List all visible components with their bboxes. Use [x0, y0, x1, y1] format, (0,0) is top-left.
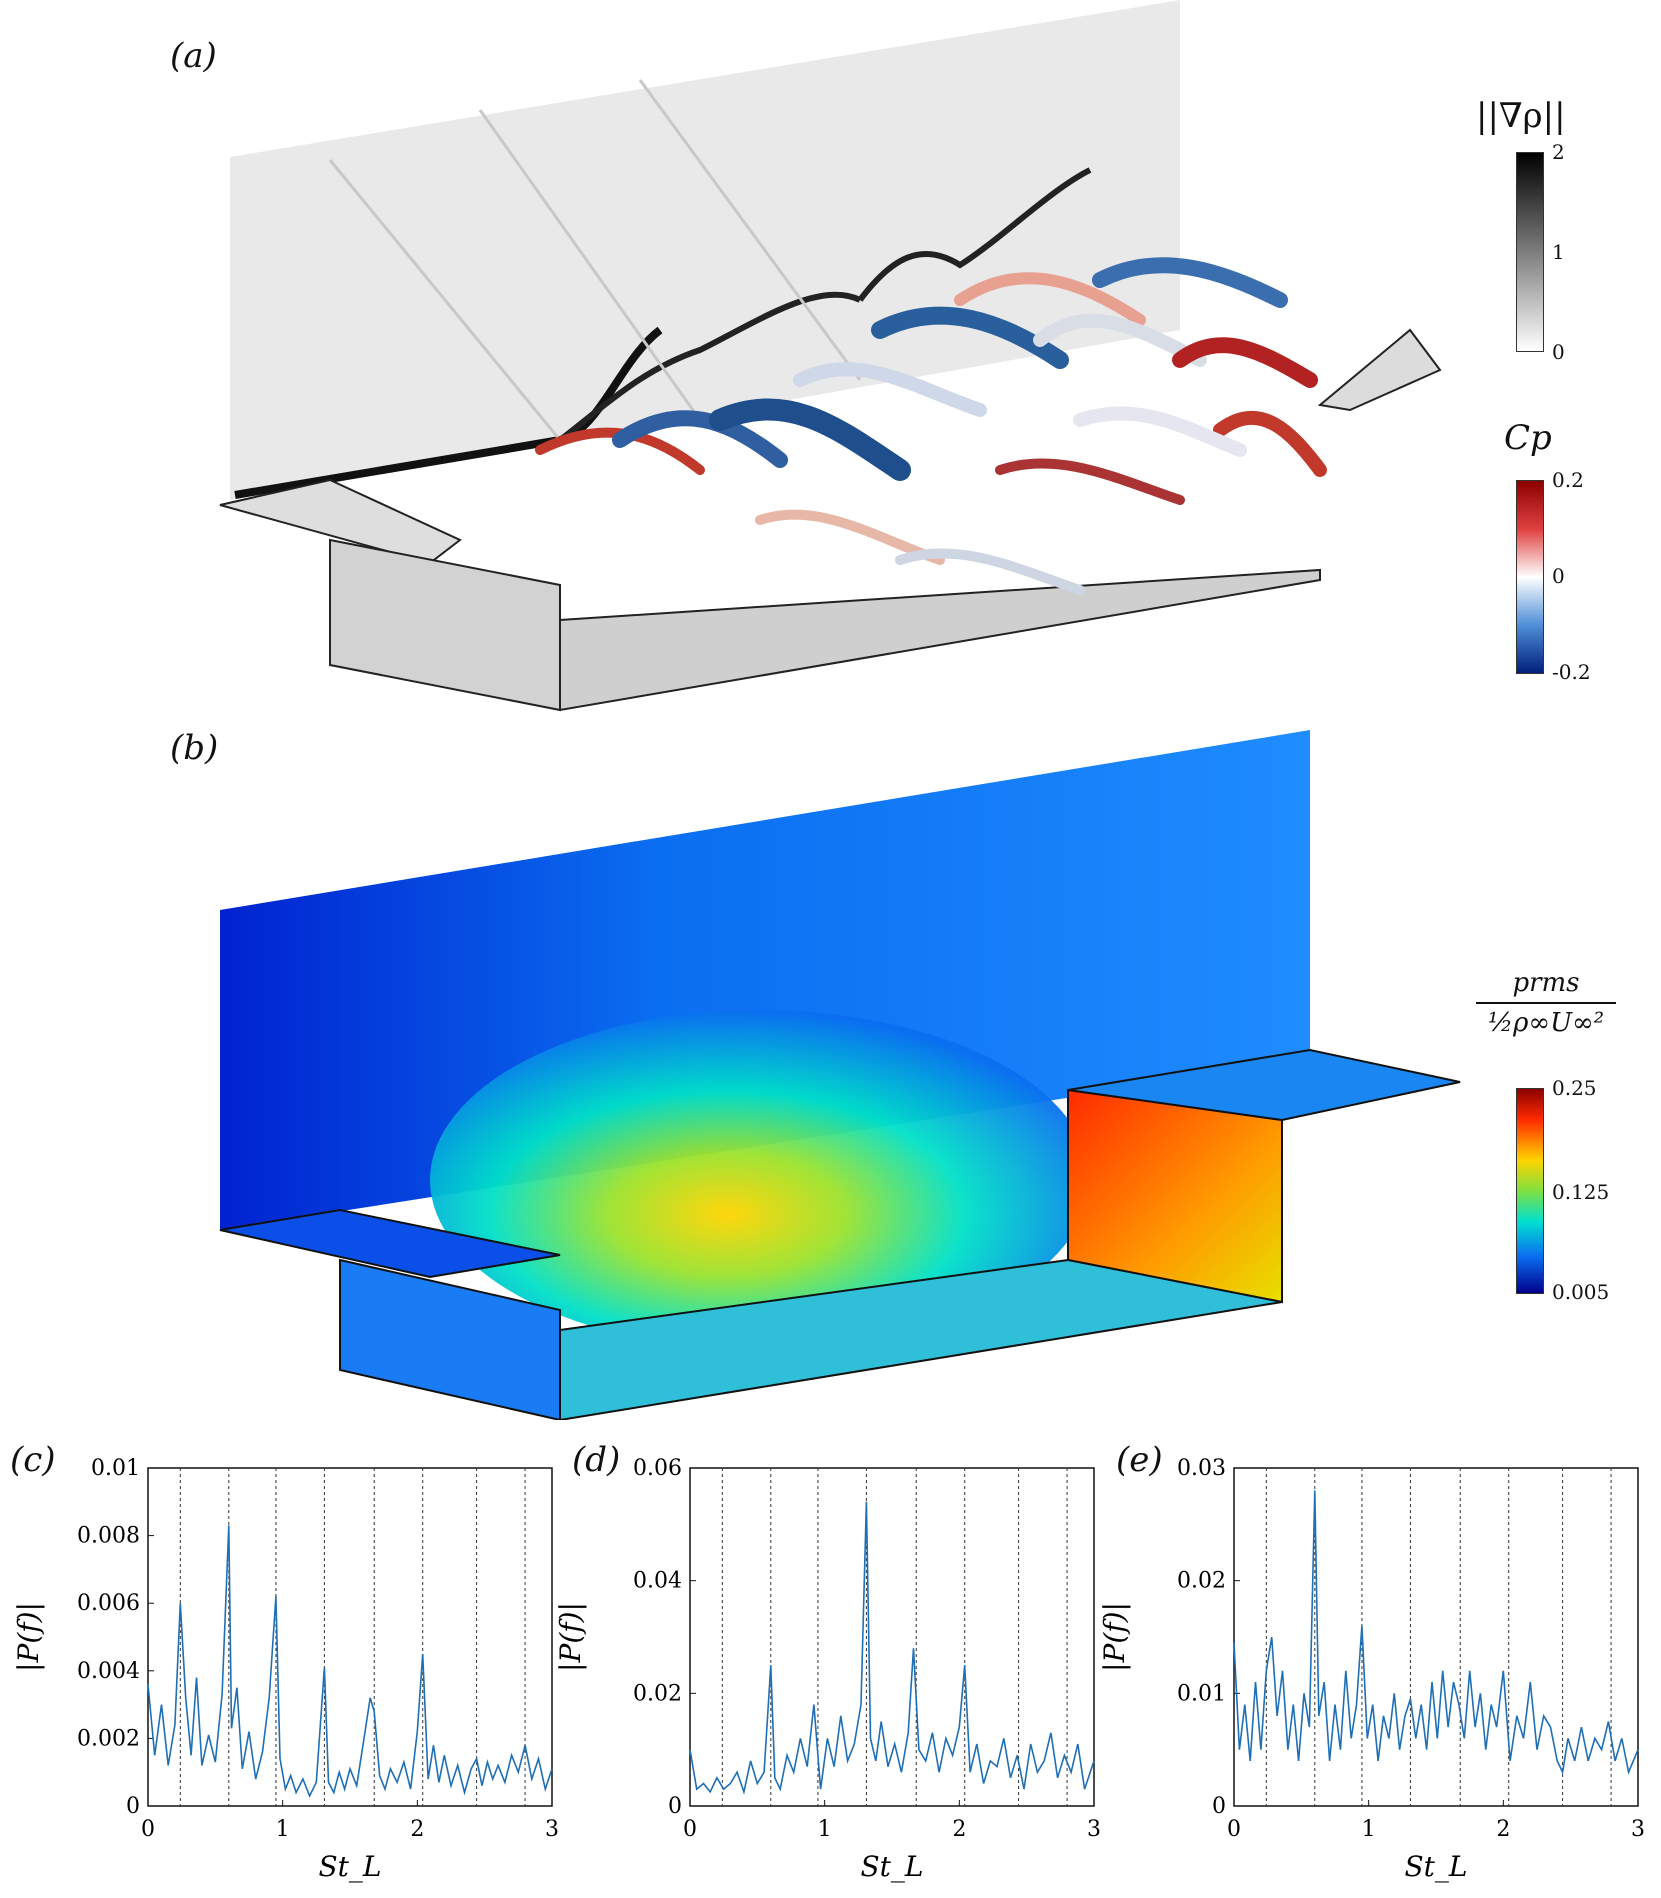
- axes-box: [147, 1467, 553, 1807]
- y-tick-label-3: 0.03: [1177, 1458, 1226, 1481]
- y-axis-label: |P(f)|: [554, 1602, 587, 1672]
- cp-tick-max: 0.2: [1552, 468, 1584, 492]
- panel-b-visualization: [219, 730, 1461, 1420]
- y-tick-label-3: 0.006: [77, 1591, 140, 1616]
- y-tick-label-1: 0.002: [77, 1726, 140, 1751]
- x-tick-label-3: 3: [1631, 1817, 1645, 1842]
- panel-e-label: (e): [1116, 1440, 1163, 1480]
- prms-front-wall: [339, 1258, 561, 1420]
- prms-colorbar: [1516, 1088, 1544, 1294]
- prms-tick-mid: 0.125: [1552, 1180, 1610, 1204]
- panel-a-visualization: [219, 0, 1442, 712]
- y-tick-label-0: 0: [1212, 1794, 1226, 1819]
- prms-leading-step: [219, 1208, 561, 1279]
- chart-d: 0 1 2 3 0 0.02 0.04 0.06 St_L |P(f)|: [554, 1458, 1101, 1883]
- x-tick-label-2: 2: [952, 1817, 966, 1842]
- panel-d-label: (d): [572, 1440, 621, 1480]
- x-axis-label: St_L: [860, 1850, 923, 1883]
- grad-rho-tick-2: 2: [1552, 140, 1565, 164]
- vortex-isosurfaces: [535, 257, 1327, 595]
- shock-line-3: [857, 167, 1092, 302]
- y-axis-label: |P(f)|: [12, 1602, 45, 1672]
- y-tick-label-3: 0.06: [633, 1458, 682, 1481]
- y-tick-label-4: 0.008: [77, 1524, 140, 1549]
- y-tick-label-0: 0: [668, 1794, 682, 1819]
- wave-line-2: [478, 109, 702, 421]
- x-tick-label-3: 3: [545, 1817, 559, 1842]
- grad-rho-colorbar-title: ||∇ρ||: [1476, 96, 1566, 136]
- prms-colorbar-title: prms ½ρ∞U∞²: [1476, 968, 1616, 1038]
- cavity-front-wall: [329, 538, 561, 712]
- x-tick-label-0: 0: [141, 1817, 155, 1842]
- grad-rho-tick-1: 1: [1552, 240, 1565, 264]
- cp-colorbar: [1516, 480, 1544, 674]
- prms-cavity-floor: [559, 1258, 1283, 1420]
- trailing-step: [1317, 328, 1442, 412]
- shock-line-1: [234, 326, 663, 499]
- series-line-0: [147, 1525, 553, 1798]
- x-tick-label-2: 2: [1496, 1817, 1510, 1842]
- x-tick-label-1: 1: [818, 1817, 832, 1842]
- prms-trailing-step: [1067, 1048, 1461, 1122]
- cp-colorbar-title: Cp: [1504, 418, 1552, 458]
- grad-rho-tick-0: 0: [1552, 340, 1565, 364]
- prms-colorbar-numerator: prms: [1476, 968, 1616, 1004]
- x-tick-label-3: 3: [1087, 1817, 1101, 1842]
- panel-c-label: (c): [10, 1440, 56, 1480]
- axes-box: [1233, 1467, 1639, 1807]
- x-tick-label-1: 1: [1362, 1817, 1376, 1842]
- prms-tick-max: 0.25: [1552, 1076, 1597, 1100]
- panel-a-label: (a): [170, 36, 217, 76]
- x-tick-label-2: 2: [410, 1817, 424, 1842]
- schlieren-plane: [230, 0, 1180, 500]
- y-tick-label-2: 0.04: [633, 1569, 682, 1594]
- x-tick-label-0: 0: [683, 1817, 697, 1842]
- cavity-floor: [559, 568, 1321, 712]
- cp-tick-min: -0.2: [1552, 660, 1591, 684]
- y-tick-label-0: 0: [126, 1794, 140, 1819]
- y-tick-label-2: 0.004: [77, 1659, 140, 1684]
- y-tick-label-5: 0.01: [91, 1458, 140, 1481]
- axes-box: [689, 1467, 1095, 1807]
- x-tick-label-0: 0: [1227, 1817, 1241, 1842]
- x-axis-label: St_L: [318, 1850, 381, 1883]
- prms-tick-min: 0.005: [1552, 1280, 1610, 1304]
- y-tick-label-1: 0.02: [633, 1681, 682, 1706]
- leading-step: [219, 478, 462, 565]
- prms-colorbar-denominator: ½ρ∞U∞²: [1487, 1008, 1605, 1038]
- y-axis-label: |P(f)|: [1098, 1602, 1131, 1672]
- cp-tick-zero: 0: [1552, 564, 1565, 588]
- series-line-0: [689, 1501, 1095, 1795]
- panel-b-label: (b): [170, 728, 219, 768]
- wave-line-1: [328, 159, 562, 441]
- wave-line-3: [638, 79, 862, 381]
- chart-e: 0 1 2 3 0 0.01 0.02 0.03 St_L |P(f)|: [1098, 1458, 1645, 1883]
- grad-rho-colorbar: [1516, 152, 1544, 352]
- chart-c: 0 1 2 3 0 0.002 0.004 0.006 0.008 0.01 St_L |P(f)|: [12, 1458, 559, 1883]
- x-tick-label-1: 1: [276, 1817, 290, 1842]
- series-line-0: [1233, 1490, 1639, 1775]
- y-tick-label-1: 0.01: [1177, 1681, 1226, 1706]
- shock-line-2: [558, 291, 862, 443]
- x-axis-label: St_L: [1404, 1850, 1467, 1883]
- y-tick-label-2: 0.02: [1177, 1569, 1226, 1594]
- prms-hot-region: [430, 1010, 1090, 1350]
